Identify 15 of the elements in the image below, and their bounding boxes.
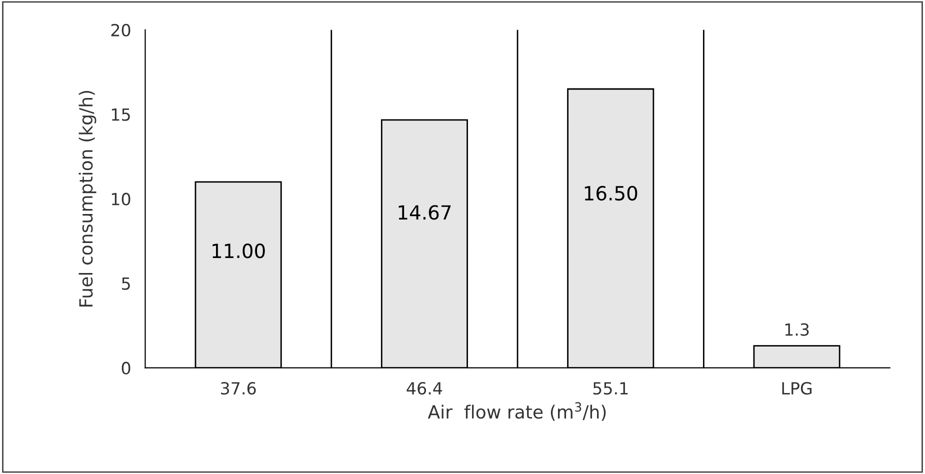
x-tick-label: 55.1 bbox=[593, 382, 628, 395]
data-label: 16.50 bbox=[584, 186, 638, 201]
y-tick-label: 20 bbox=[111, 24, 130, 36]
y-tick-label: 5 bbox=[122, 278, 130, 290]
y-tick-label: 10 bbox=[112, 192, 130, 206]
data-label: 14.67 bbox=[398, 205, 451, 220]
data-label: 11.00 bbox=[212, 244, 265, 258]
data-label: 1.3 bbox=[785, 323, 809, 336]
y-axis-title: Fuel consumption (kg/h) bbox=[78, 90, 96, 307]
x-tick-label: LPG bbox=[782, 382, 812, 395]
x-tick-label: 46.4 bbox=[406, 382, 442, 395]
x-axis-title: Air flow rate (m$^{3}$/h) bbox=[428, 402, 606, 421]
y-tick-label: 15 bbox=[112, 108, 130, 121]
y-tick-label: 0 bbox=[122, 362, 130, 374]
x-tick-label: 37.6 bbox=[221, 382, 256, 395]
